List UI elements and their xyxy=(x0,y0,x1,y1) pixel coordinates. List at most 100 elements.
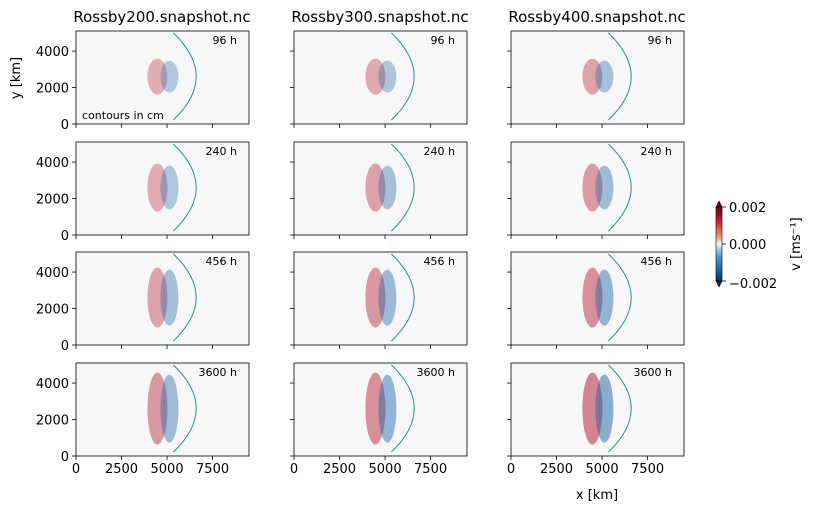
negative-anomaly xyxy=(595,374,614,443)
panel-r2-c1: 0 2000 4000 240 h xyxy=(36,141,250,244)
panel-r4-c1: 0 2500 5000 7500 0 2000 4000 3600 h xyxy=(36,362,250,477)
time-label: 240 h xyxy=(206,145,237,158)
x-tick-label: 2500 xyxy=(323,462,356,477)
x-tick-label: 7500 xyxy=(196,462,229,477)
contour-line xyxy=(608,143,632,232)
positive-anomaly xyxy=(147,58,168,95)
x-tick-label: 5000 xyxy=(369,462,402,477)
positive-anomaly xyxy=(147,163,168,212)
colorbar-bottom-extend xyxy=(715,280,723,288)
contour-line xyxy=(173,253,197,342)
contour-line xyxy=(608,32,632,121)
column-title-1: Rossby200.snapshot.nc xyxy=(73,8,250,26)
y-tick-label: 0 xyxy=(61,229,69,244)
negative-anomaly xyxy=(378,269,397,326)
negative-anomaly xyxy=(160,165,179,210)
panel-grid: 0 2000 4000 96 h 96 h 96 h 0 2000 4000 240 h 240 h… xyxy=(36,30,685,477)
panel-r4-c3: 0 2500 5000 7500 3600 h xyxy=(507,362,685,477)
positive-anomaly xyxy=(582,58,603,95)
panel-frame xyxy=(75,251,250,346)
positive-anomaly xyxy=(147,372,168,445)
panel-r2-c3: 240 h xyxy=(507,141,685,239)
panel-r1-c1: 0 2000 4000 96 h xyxy=(36,30,250,133)
panel-r3-c3: 456 h xyxy=(507,251,685,349)
x-tick-label: 0 xyxy=(507,462,515,477)
negative-anomaly xyxy=(160,269,179,326)
time-label: 96 h xyxy=(648,34,672,47)
x-tick-label: 5000 xyxy=(151,462,184,477)
negative-anomaly xyxy=(595,165,614,210)
panel-frame xyxy=(510,141,685,236)
time-label: 240 h xyxy=(641,145,672,158)
x-tick-label: 0 xyxy=(290,462,298,477)
x-axis-label: x [km] xyxy=(576,488,618,503)
positive-anomaly xyxy=(147,267,168,328)
contour-line xyxy=(173,32,197,121)
negative-anomaly xyxy=(378,374,397,443)
contour-line xyxy=(608,253,632,342)
time-label: 240 h xyxy=(424,145,455,158)
negative-anomaly xyxy=(595,269,614,326)
positive-anomaly xyxy=(365,58,386,95)
contour-line xyxy=(173,364,197,453)
x-tick-label: 7500 xyxy=(631,462,664,477)
y-axis-label: y [km] xyxy=(9,57,24,99)
panel-r1-c2: 96 h xyxy=(290,30,468,128)
panel-frame xyxy=(510,251,685,346)
x-tick-label: 7500 xyxy=(414,462,447,477)
negative-anomaly xyxy=(378,60,397,93)
x-tick-label: 2500 xyxy=(540,462,573,477)
time-label: 456 h xyxy=(206,255,237,268)
y-tick-label: 2000 xyxy=(36,303,69,318)
y-tick-label: 0 xyxy=(61,339,69,354)
positive-anomaly xyxy=(582,163,603,212)
negative-anomaly xyxy=(160,60,179,93)
positive-anomaly xyxy=(365,267,386,328)
negative-anomaly xyxy=(378,165,397,210)
y-tick-label: 4000 xyxy=(36,377,69,392)
contour-line xyxy=(391,364,415,453)
column-title-3: Rossby400.snapshot.nc xyxy=(508,8,685,26)
time-label: 96 h xyxy=(213,34,237,47)
time-label: 456 h xyxy=(641,255,672,268)
negative-anomaly xyxy=(160,374,179,443)
x-tick-label: 5000 xyxy=(586,462,619,477)
positive-anomaly xyxy=(365,372,386,445)
contour-line xyxy=(608,364,632,453)
contour-line xyxy=(391,253,415,342)
time-label: 3600 h xyxy=(634,366,672,379)
colorbar-tick-mid: 0.000 xyxy=(729,238,766,253)
panel-frame xyxy=(293,362,468,457)
colorbar-tick-bottom: −0.002 xyxy=(729,277,777,292)
y-tick-label: 0 xyxy=(61,118,69,133)
panel-frame xyxy=(75,30,250,125)
panel-frame xyxy=(293,141,468,236)
x-tick-label: 2500 xyxy=(105,462,138,477)
colorbar-bar xyxy=(715,206,723,282)
time-label: 456 h xyxy=(424,255,455,268)
panel-frame xyxy=(293,30,468,125)
column-title-2: Rossby300.snapshot.nc xyxy=(291,8,468,26)
contour-line xyxy=(391,143,415,232)
panel-r4-c2: 0 2500 5000 7500 3600 h xyxy=(290,362,468,477)
colorbar-label: v [ms⁻¹] xyxy=(789,217,804,270)
panel-r2-c2: 240 h xyxy=(290,141,468,239)
colorbar-top-extend xyxy=(715,200,723,208)
time-label: 3600 h xyxy=(417,366,455,379)
y-tick-label: 0 xyxy=(61,450,69,465)
time-label: 3600 h xyxy=(199,366,237,379)
colorbar: 0.002 0.000 −0.002 v [ms⁻¹] xyxy=(715,200,804,292)
panel-r3-c1: 0 2000 4000 456 h xyxy=(36,251,250,354)
contour-note: contours in cm xyxy=(82,109,164,122)
y-tick-label: 2000 xyxy=(36,193,69,208)
panel-frame xyxy=(293,251,468,346)
y-tick-label: 2000 xyxy=(36,414,69,429)
y-tick-label: 4000 xyxy=(36,45,69,60)
y-tick-label: 2000 xyxy=(36,82,69,97)
negative-anomaly xyxy=(595,60,614,93)
colorbar-tick-top: 0.002 xyxy=(729,201,766,216)
panel-r3-c2: 456 h xyxy=(290,251,468,349)
positive-anomaly xyxy=(365,163,386,212)
y-tick-label: 4000 xyxy=(36,156,69,171)
x-tick-label: 0 xyxy=(72,462,80,477)
